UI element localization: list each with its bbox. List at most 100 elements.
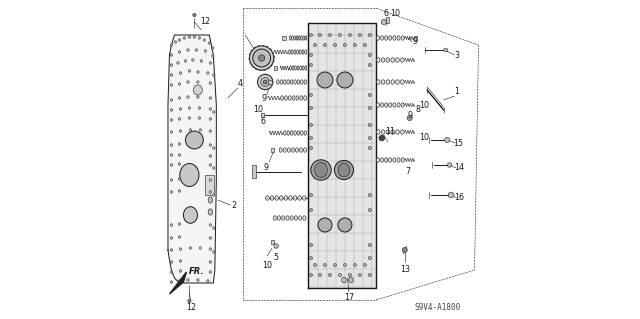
Circle shape <box>209 155 212 157</box>
Circle shape <box>198 107 201 109</box>
Text: 6: 6 <box>383 10 388 19</box>
Circle shape <box>212 111 215 113</box>
Circle shape <box>188 117 191 119</box>
Ellipse shape <box>294 216 298 220</box>
Circle shape <box>196 71 199 73</box>
Bar <box>273 66 276 70</box>
Ellipse shape <box>396 130 399 134</box>
Circle shape <box>178 178 180 180</box>
Ellipse shape <box>401 103 404 107</box>
Circle shape <box>212 55 214 57</box>
Ellipse shape <box>401 130 404 134</box>
Circle shape <box>323 43 326 47</box>
Ellipse shape <box>184 207 197 223</box>
Text: 1: 1 <box>454 87 460 97</box>
Circle shape <box>178 163 180 165</box>
Circle shape <box>212 74 215 76</box>
Circle shape <box>445 137 450 143</box>
Circle shape <box>212 147 215 149</box>
Bar <box>386 18 389 23</box>
Circle shape <box>368 33 371 37</box>
Ellipse shape <box>297 80 300 84</box>
Circle shape <box>170 224 173 226</box>
Circle shape <box>209 191 212 193</box>
Circle shape <box>177 62 179 64</box>
Circle shape <box>170 109 173 111</box>
Ellipse shape <box>294 80 296 84</box>
Circle shape <box>368 137 371 140</box>
Circle shape <box>209 97 212 99</box>
Circle shape <box>343 43 346 47</box>
Ellipse shape <box>300 148 303 152</box>
Circle shape <box>170 84 173 86</box>
Ellipse shape <box>294 50 296 54</box>
Text: S9V4-A1800: S9V4-A1800 <box>415 303 461 313</box>
Bar <box>414 36 417 40</box>
Circle shape <box>204 50 207 52</box>
Circle shape <box>209 271 212 273</box>
Ellipse shape <box>381 130 385 134</box>
Ellipse shape <box>292 66 294 70</box>
Text: 15: 15 <box>454 138 463 147</box>
Ellipse shape <box>208 197 212 203</box>
Ellipse shape <box>295 148 298 152</box>
Ellipse shape <box>342 277 346 283</box>
Text: 10: 10 <box>419 100 429 109</box>
Circle shape <box>186 131 204 149</box>
Text: 11: 11 <box>385 128 395 137</box>
Ellipse shape <box>289 50 291 54</box>
Circle shape <box>209 237 212 239</box>
Text: 5: 5 <box>273 254 278 263</box>
Circle shape <box>199 129 202 131</box>
Ellipse shape <box>280 196 283 200</box>
Ellipse shape <box>397 36 400 40</box>
Text: 17: 17 <box>344 293 354 302</box>
Ellipse shape <box>401 158 404 162</box>
Circle shape <box>368 107 371 110</box>
Ellipse shape <box>193 85 202 95</box>
Ellipse shape <box>300 66 301 70</box>
Text: 13: 13 <box>400 265 410 275</box>
Circle shape <box>339 33 342 37</box>
Circle shape <box>212 167 215 169</box>
Ellipse shape <box>298 36 300 40</box>
Circle shape <box>179 260 182 262</box>
Circle shape <box>196 279 199 281</box>
Ellipse shape <box>393 103 396 107</box>
Ellipse shape <box>303 216 306 220</box>
Ellipse shape <box>401 36 404 40</box>
Ellipse shape <box>303 148 307 152</box>
Circle shape <box>309 208 312 211</box>
Ellipse shape <box>396 58 399 62</box>
Circle shape <box>257 74 273 90</box>
Circle shape <box>209 179 212 181</box>
Ellipse shape <box>284 80 286 84</box>
Ellipse shape <box>376 36 380 40</box>
Ellipse shape <box>297 66 299 70</box>
Bar <box>271 148 275 152</box>
Circle shape <box>309 243 312 247</box>
Circle shape <box>178 190 180 192</box>
Circle shape <box>253 49 271 67</box>
Text: 4: 4 <box>237 78 243 87</box>
Ellipse shape <box>391 130 394 134</box>
Ellipse shape <box>305 50 307 54</box>
Ellipse shape <box>303 36 305 40</box>
Ellipse shape <box>273 216 276 220</box>
Circle shape <box>209 108 212 110</box>
Ellipse shape <box>291 50 293 54</box>
Circle shape <box>188 300 191 303</box>
Circle shape <box>170 144 173 146</box>
Circle shape <box>447 163 452 167</box>
Circle shape <box>309 33 312 37</box>
Ellipse shape <box>376 158 380 162</box>
Ellipse shape <box>301 36 302 40</box>
Circle shape <box>309 193 312 197</box>
Ellipse shape <box>289 36 291 40</box>
Circle shape <box>208 42 211 44</box>
Circle shape <box>209 224 212 226</box>
Circle shape <box>407 115 412 121</box>
Ellipse shape <box>289 66 291 70</box>
Circle shape <box>170 271 173 273</box>
Circle shape <box>178 51 180 53</box>
